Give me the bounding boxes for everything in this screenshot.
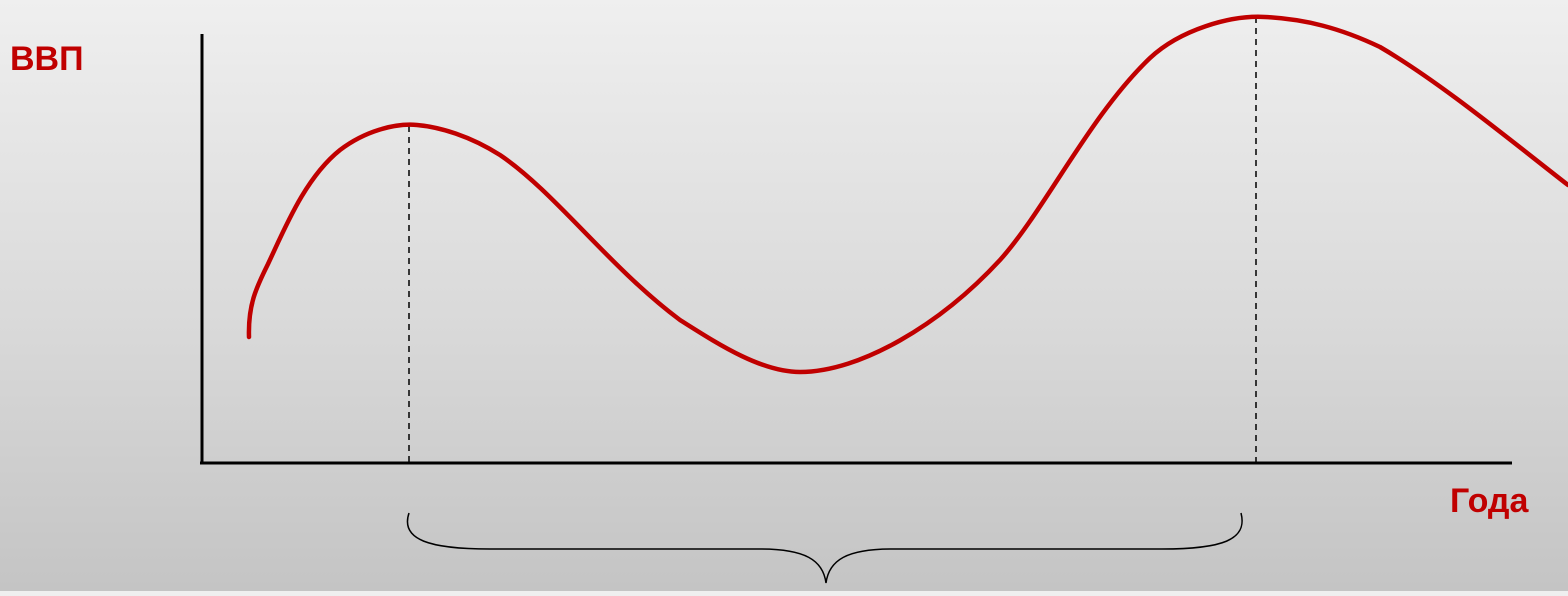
x-axis-label: Года <box>1450 482 1529 520</box>
gdp-cycle-curve <box>246 14 1568 375</box>
cycle-period-brace <box>406 512 1243 584</box>
y-axis-label: ВВП <box>10 40 84 78</box>
